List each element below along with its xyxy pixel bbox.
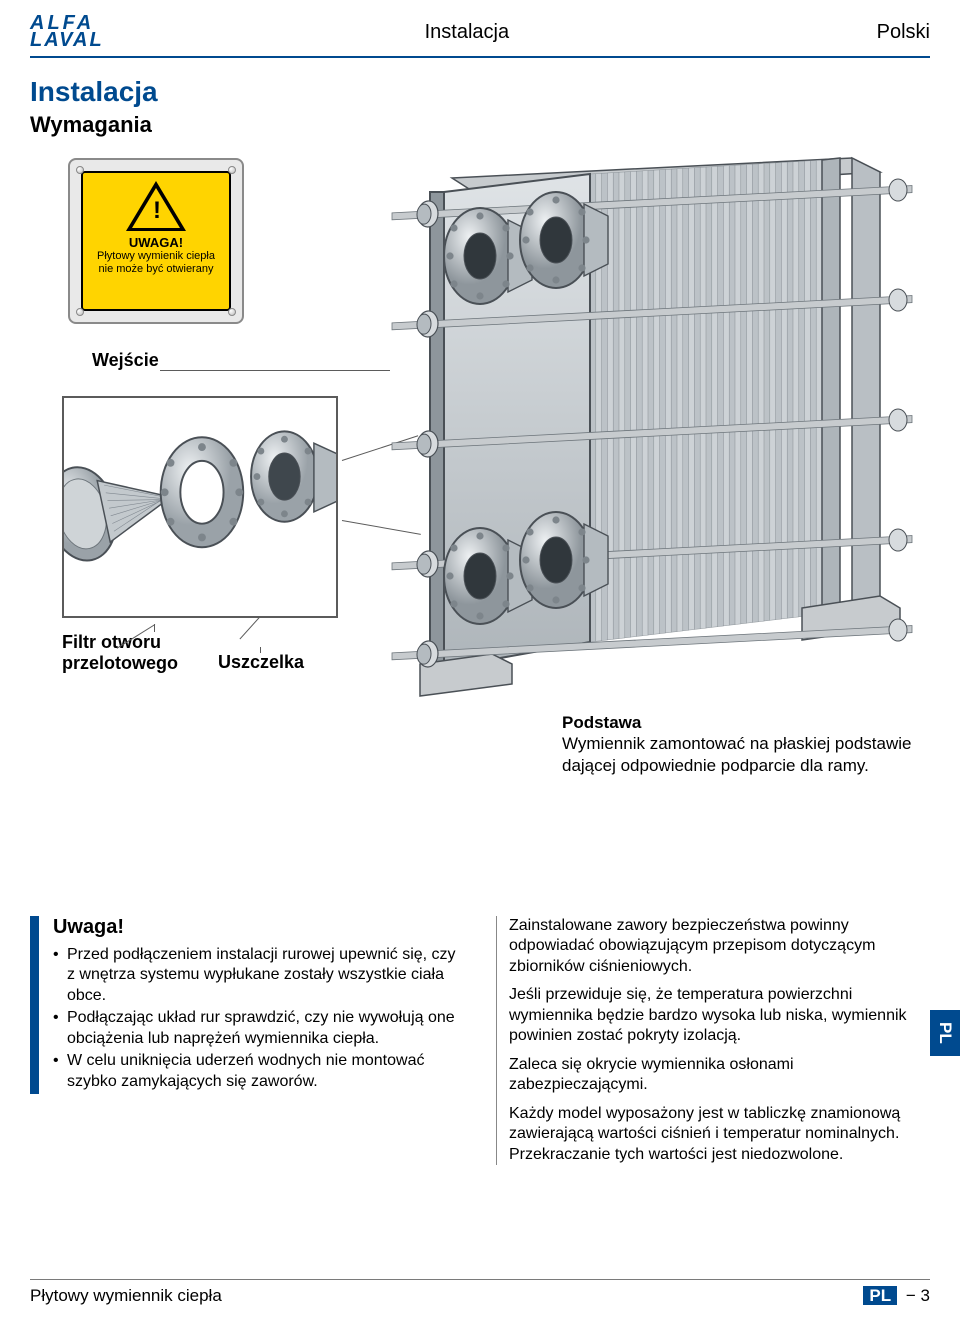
logo-line2: LAVAL [30, 32, 104, 49]
caution-item: Podłączając układ rur sprawdzić, czy nie… [53, 1008, 464, 1049]
heat-exchanger-illustration [332, 156, 922, 710]
caution-block: Uwaga! Przed podłączeniem instalacji rur… [30, 916, 464, 1094]
base-title: Podstawa [562, 713, 641, 732]
screw-icon [228, 308, 236, 316]
brand-logo: ALFA LAVAL [30, 15, 104, 49]
footer-row: Płytowy wymiennik ciepła PL − 3 [30, 1286, 930, 1306]
inset-svg [64, 398, 336, 616]
screw-icon [76, 166, 84, 174]
warning-triangle-icon: ! [126, 181, 186, 231]
left-column: Uwaga! Przed podłączeniem instalacji rur… [30, 916, 464, 1173]
caution-content: Uwaga! Przed podłączeniem instalacji rur… [53, 916, 464, 1094]
installation-diagram: ! UWAGA! Płytowy wymienik ciepła nie moż… [30, 152, 925, 792]
footer-page: PL − 3 [863, 1286, 930, 1306]
footer-dash: − [901, 1286, 920, 1305]
warning-sign: ! UWAGA! Płytowy wymienik ciepła nie moż… [68, 158, 244, 324]
heat-exchanger-svg [332, 156, 922, 710]
page-subtitle: Wymagania [30, 112, 930, 138]
warning-text: Płytowy wymienik ciepła nie może być otw… [89, 250, 223, 275]
base-text: Wymiennik zamontować na płaskiej podstaw… [562, 734, 911, 774]
footer-lang-badge: PL [863, 1286, 897, 1305]
header-language: Polski [830, 21, 930, 44]
language-side-tab: PL [930, 1010, 960, 1056]
base-caption: Podstawa Wymiennik zamontować na płaskie… [562, 712, 922, 776]
info-box: Zainstalowane zawory bezpieczeństwa powi… [496, 916, 930, 1165]
warning-plate: ! UWAGA! Płytowy wymienik ciepła nie moż… [81, 171, 231, 311]
right-column: Zainstalowane zawory bezpieczeństwa powi… [496, 916, 930, 1173]
label-inlet: Wejście [92, 350, 159, 371]
caution-item: Przed podłączeniem instalacji rurowej up… [53, 945, 464, 1006]
info-paragraph: Zaleca się okrycie wymiennika osłonami z… [509, 1055, 930, 1096]
caution-title: Uwaga! [53, 916, 464, 939]
leader-line [260, 647, 261, 653]
screw-icon [76, 308, 84, 316]
info-paragraph: Jeśli przewiduje się, że temperatura pow… [509, 985, 930, 1046]
page-title: Instalacja [30, 76, 930, 108]
caution-item: W celu uniknięcia uderzeń wodnych nie mo… [53, 1051, 464, 1092]
info-paragraph: Zainstalowane zawory bezpieczeństwa powi… [509, 916, 930, 977]
page-footer: Płytowy wymiennik ciepła PL − 3 [30, 1279, 930, 1306]
label-gasket: Uszczelka [218, 652, 304, 673]
page-body: Instalacja Wymagania ! UWAGA! Płytowy wy… [0, 58, 960, 1173]
footer-page-number: 3 [921, 1286, 930, 1305]
warning-title: UWAGA! [129, 235, 183, 250]
screw-icon [228, 166, 236, 174]
caution-bar [30, 916, 39, 1094]
page-header: ALFA LAVAL Instalacja Polski [0, 0, 960, 56]
footer-doc-title: Płytowy wymiennik ciepła [30, 1286, 222, 1306]
caution-list: Przed podłączeniem instalacji rurowej up… [53, 945, 464, 1092]
inset-components [62, 396, 338, 618]
bottom-columns: Uwaga! Przed podłączeniem instalacji rur… [30, 916, 930, 1173]
header-title: Instalacja [104, 21, 830, 44]
footer-divider [30, 1279, 930, 1280]
info-paragraph: Każdy model wyposażony jest w tabliczkę … [509, 1104, 930, 1165]
